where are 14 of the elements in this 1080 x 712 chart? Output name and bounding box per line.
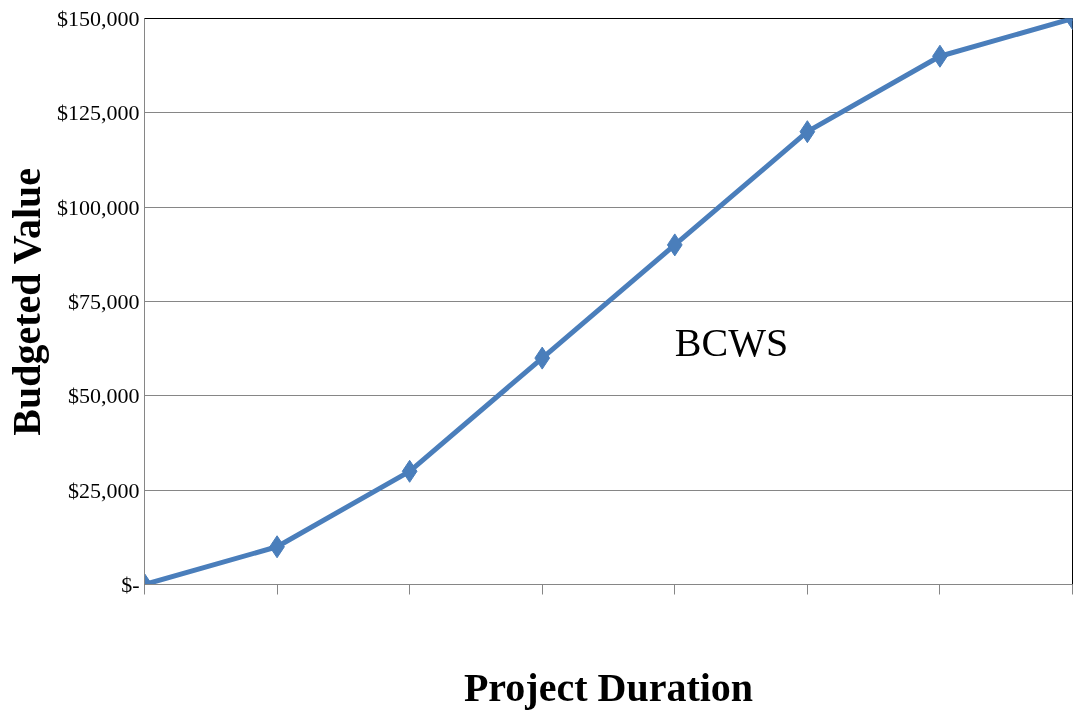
y-tick-label: $25,000 bbox=[68, 477, 140, 503]
y-tick-label: $75,000 bbox=[68, 289, 140, 314]
point bbox=[799, 120, 816, 144]
y-tick-label: $- bbox=[121, 572, 140, 597]
x-axis-title: Project Duration bbox=[463, 664, 754, 710]
point bbox=[401, 459, 418, 483]
y-tick-label: $150,000 bbox=[57, 6, 140, 31]
y-tick-label: $50,000 bbox=[68, 383, 140, 409]
point bbox=[666, 233, 683, 257]
y-axis-title: Budgeted Value bbox=[4, 167, 49, 436]
y-tick-label: $125,000 bbox=[57, 100, 140, 126]
y-tick-label: $100,000 bbox=[57, 194, 140, 220]
series-label: BCWS bbox=[674, 319, 789, 365]
point bbox=[534, 346, 551, 370]
